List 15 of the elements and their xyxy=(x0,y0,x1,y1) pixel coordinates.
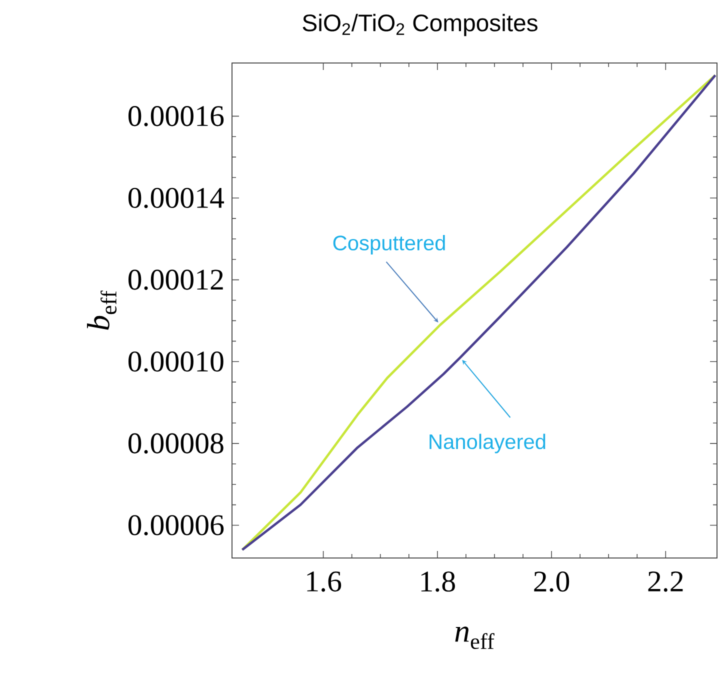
annotation: Nanolayered xyxy=(430,434,546,454)
x-tick-label: 1.8 xyxy=(421,572,455,592)
y-tick-label: 0.00012 xyxy=(128,270,223,290)
y-tick-label: 0.00008 xyxy=(128,433,224,454)
y-tick-label: 0.00010 xyxy=(128,351,224,372)
y-axis-title: b$_{eff}$ xyxy=(87,290,117,330)
x-axis-title: n$_{eff}$ xyxy=(455,626,494,650)
annotation: Cosputtered xyxy=(333,235,445,255)
y-tick-label: 0.00016 xyxy=(128,106,224,126)
x-tick-label: 1.6 xyxy=(307,572,342,592)
x-tick-label: 2.2 xyxy=(648,572,683,592)
x-tick-label: 2.0 xyxy=(534,572,570,592)
chart-title: SiO$_{2}$/TiO$_{2}$ Composites xyxy=(302,14,538,36)
y-tick-label: 0.00014 xyxy=(128,188,224,208)
y-tick-label: 0.00006 xyxy=(128,515,224,536)
